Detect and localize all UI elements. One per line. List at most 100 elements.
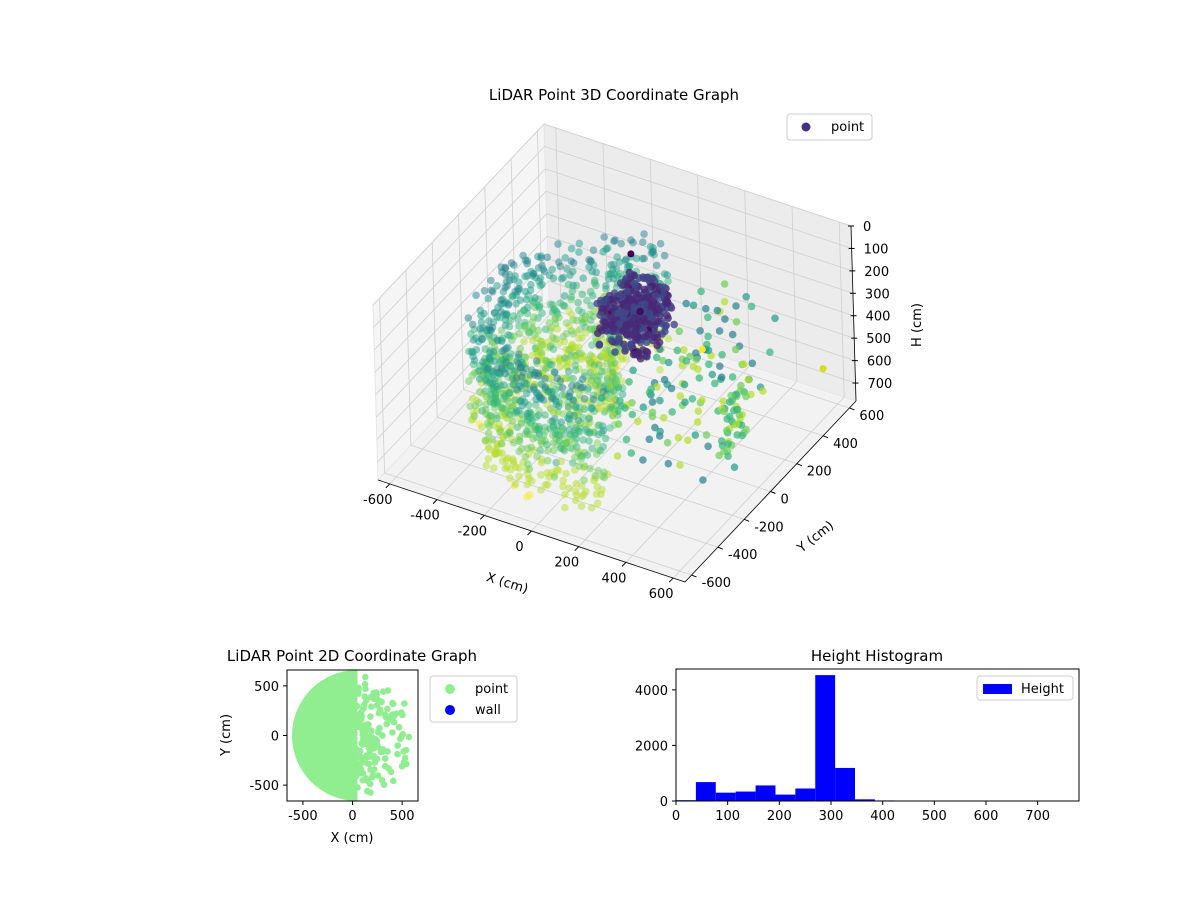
point-3d [575,306,583,315]
point-2d [379,748,386,755]
point-3d [588,291,597,300]
point-3d [571,496,580,505]
point-3d [603,352,611,360]
point-2d [361,693,369,700]
point-2d [380,781,388,788]
point-3d [572,356,581,365]
point-3d [493,364,502,373]
point-3d [594,381,603,390]
h-tick-label: 200 [864,265,889,280]
x-tick [621,562,627,567]
point-3d [534,411,543,419]
point-3d [556,357,564,366]
point-3d [606,383,615,392]
histogram-bar [835,767,856,801]
point-3d [627,449,636,457]
point-3d [559,482,567,491]
point-3d [610,399,618,407]
point-3d [635,274,644,282]
point-3d [601,402,609,411]
point-3d [593,299,601,308]
point-2d [359,731,367,739]
point-3d [724,452,732,461]
point-2d [362,775,370,782]
point-3d [546,360,554,369]
point-3d [619,310,628,318]
point-3d [608,373,617,381]
point-3d [505,410,514,419]
point-3d [704,346,713,355]
chart-3d: LiDAR Point 3D Coordinate Graph -600 -400… [363,86,925,602]
point-3d [552,307,561,316]
point-3d [567,374,575,383]
x-tick-label: -400 [410,509,440,524]
point-3d [546,326,555,335]
point-3d [484,332,493,341]
histogram-legend-label: Height [1021,682,1064,697]
point-3d [583,296,591,305]
point-3d [548,394,556,403]
hist-x-tick-label: 100 [715,809,740,824]
point-3d [603,381,612,390]
point-3d [559,445,568,454]
point-3d [717,373,726,382]
point-3d [561,490,569,499]
point-2d [357,766,365,773]
histogram-bar [755,785,776,801]
point-3d [705,360,713,369]
point-3d [574,416,583,425]
point-3d [542,356,550,365]
point-3d [601,382,609,390]
point-3d [661,323,669,331]
y-tick-label-2d: 500 [254,680,279,695]
x-tick-label-2d: -500 [288,809,318,824]
point-3d [536,446,544,455]
point-3d [588,444,596,453]
point-3d [715,327,724,335]
point-3d [566,271,574,279]
point-3d [621,344,630,353]
point-3d [601,318,609,326]
point-3d [593,402,602,410]
point-3d [546,342,555,351]
point-3d [485,422,493,431]
chart-2d-ylabel: Y (cm) [219,714,234,757]
point-3d [603,359,611,368]
point-3d [577,349,585,358]
point-3d [481,436,490,445]
grid-h-line [375,213,854,395]
x-tick [668,577,674,583]
point-3d [506,429,514,437]
point-3d [742,392,750,401]
point-2d [373,701,381,709]
point-3d [554,431,562,439]
point-3d [502,358,510,367]
point-3d [502,353,510,361]
point-3d [641,300,649,309]
point-3d [587,257,595,265]
grid-y-line [405,270,719,548]
chart-3d-legend-marker [801,122,811,132]
point-2d [367,727,375,734]
point-3d [656,366,664,374]
x-axis-line [377,479,686,583]
point-3d [562,362,571,370]
point-3d [534,372,542,380]
point-3d [595,361,603,369]
point-3d [513,423,522,432]
point-3d [494,336,502,345]
point-3d [486,349,494,357]
point-3d [580,405,589,413]
point-3d [580,352,588,360]
point-3d [515,278,523,287]
point-3d [600,233,608,241]
point-3d [511,480,520,488]
point-3d [544,456,552,465]
grid-h-line [377,280,856,463]
point-3d [625,378,633,386]
chart-2d: LiDAR Point 2D Coordinate Graph -500 0 500… [219,647,518,846]
point-3d [656,294,664,302]
point-3d [608,357,616,365]
point-3d [536,274,545,283]
